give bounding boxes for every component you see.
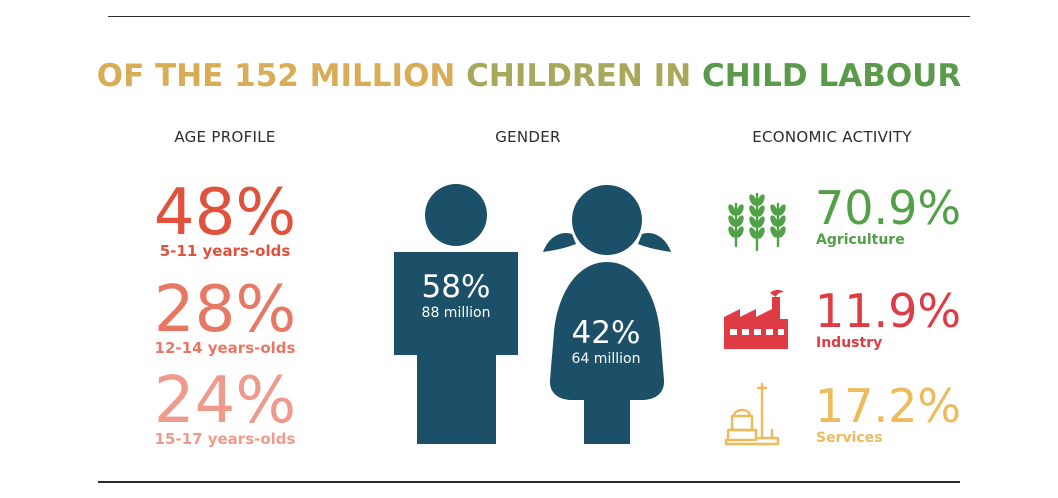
age-profile-heading: AGE PROFILE <box>174 128 276 146</box>
gender-heading: GENDER <box>495 128 561 146</box>
age-label-5-11: 5-11 years-olds <box>159 242 291 260</box>
age-percent-5-11: 48% <box>153 176 297 250</box>
services-label: Services <box>816 430 883 446</box>
bottom-divider <box>98 481 960 483</box>
service-icon <box>724 382 780 446</box>
econ-item-services: 17.2% Services <box>722 382 982 452</box>
age-label-12-14: 12-14 years-olds <box>154 339 296 357</box>
boy-stats: 58% 88 million <box>394 270 518 322</box>
agriculture-label: Agriculture <box>816 232 905 248</box>
title-part-1: OF THE 152 MILLION <box>96 58 467 94</box>
age-label-15-17: 15-17 years-olds <box>154 430 296 448</box>
title-part-2: CHILDREN IN <box>466 58 702 94</box>
title-part-3: CHILD LABOUR <box>701 58 962 94</box>
wheat-icon <box>728 192 786 252</box>
age-item-15-17: 24% 15-17 years-olds <box>105 364 345 448</box>
girl-percent: 42% <box>571 315 641 351</box>
girl-figure-icon <box>543 185 671 444</box>
girl-count: 64 million <box>571 351 641 367</box>
boy-figure-icon <box>394 184 518 444</box>
age-percent-12-14: 28% <box>153 273 297 347</box>
factory-icon <box>724 289 788 349</box>
industry-percent: 11.9% <box>815 284 962 338</box>
agriculture-percent: 70.9% <box>815 181 962 235</box>
services-percent: 17.2% <box>815 379 962 433</box>
econ-item-industry: 11.9% Industry <box>722 287 982 357</box>
boy-count: 88 million <box>421 305 491 321</box>
econ-item-agriculture: 70.9% Agriculture <box>722 184 982 254</box>
economic-activity-heading: ECONOMIC ACTIVITY <box>752 128 912 146</box>
top-divider <box>108 16 970 17</box>
girl-stats: 42% 64 million <box>548 316 664 368</box>
boy-percent: 58% <box>421 269 491 305</box>
age-percent-15-17: 24% <box>153 364 297 438</box>
age-item-5-11: 48% 5-11 years-olds <box>105 176 345 260</box>
age-item-12-14: 28% 12-14 years-olds <box>105 273 345 357</box>
page-title: OF THE 152 MILLION CHILDREN IN CHILD LAB… <box>0 58 1058 94</box>
industry-label: Industry <box>816 335 883 351</box>
